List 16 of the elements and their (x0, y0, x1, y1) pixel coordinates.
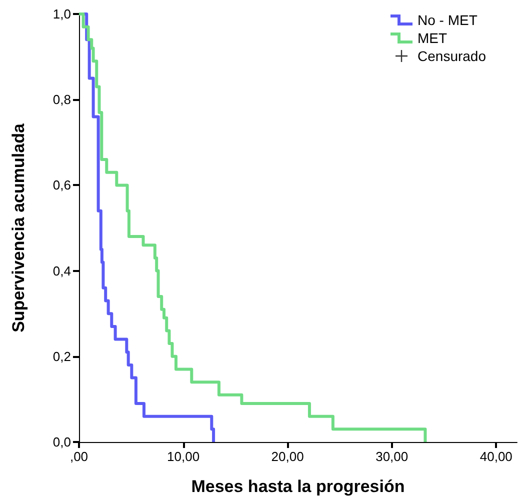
y-tick-label: 0,6 (52, 178, 71, 193)
legend-label: No - MET (418, 12, 478, 28)
y-tick-label: 0,2 (52, 348, 71, 364)
legend-label: MET (418, 30, 448, 46)
y-axis-title: Supervivencia acumulada (9, 123, 28, 332)
y-tick-label: 0,8 (52, 92, 71, 108)
x-tick-label: ,00 (70, 449, 88, 464)
y-tick-label: 0,4 (52, 263, 71, 278)
y-tick-label: 1,0 (52, 6, 71, 22)
legend-label: Censurado (418, 48, 486, 64)
x-tick-label: 20,00 (271, 449, 304, 464)
x-tick-label: 40,00 (480, 449, 512, 464)
x-tick-label: 30,00 (376, 449, 408, 464)
x-tick-label: 10,00 (167, 449, 200, 464)
y-tick-label: 0,0 (52, 434, 71, 450)
x-axis-title: Meses hasta la progresión (191, 477, 405, 496)
